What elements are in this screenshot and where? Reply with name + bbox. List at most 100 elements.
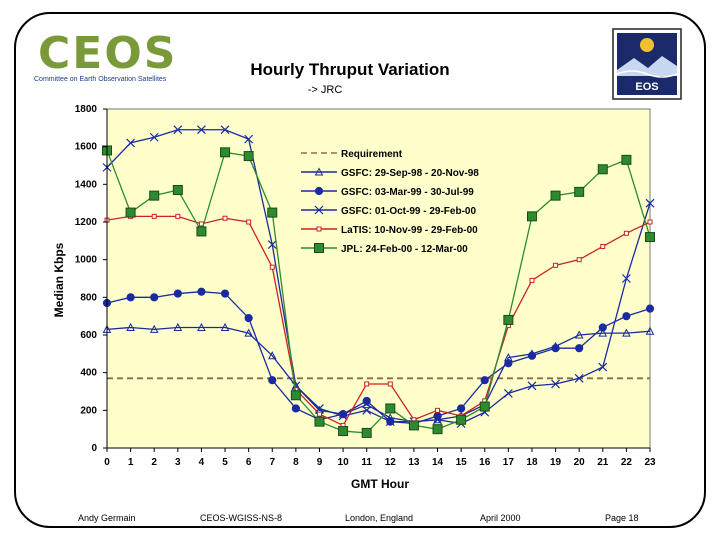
y-tick-label: 1200 bbox=[75, 217, 98, 228]
legend-box bbox=[297, 142, 509, 262]
data-point bbox=[246, 219, 252, 225]
data-point bbox=[647, 219, 653, 225]
data-point bbox=[550, 190, 561, 201]
data-point bbox=[268, 376, 277, 385]
data-point bbox=[244, 328, 253, 337]
data-point bbox=[503, 314, 514, 325]
data-point bbox=[621, 154, 632, 165]
data-point bbox=[598, 328, 608, 337]
y-tick-label: 1000 bbox=[75, 255, 98, 266]
x-tick-label: 12 bbox=[385, 457, 397, 468]
data-point bbox=[290, 390, 301, 401]
data-point bbox=[220, 125, 230, 135]
data-point bbox=[597, 164, 608, 175]
x-tick-label: 14 bbox=[432, 457, 444, 468]
data-point bbox=[435, 407, 441, 413]
data-point bbox=[387, 381, 393, 387]
footer-page: Page 18 bbox=[605, 513, 639, 523]
data-point bbox=[529, 277, 535, 283]
data-point bbox=[503, 388, 513, 398]
legend-label: GSFC: 29-Sep-98 - 20-Nov-98 bbox=[341, 168, 479, 179]
data-point bbox=[364, 381, 370, 387]
y-axis-label: Median Kbps bbox=[52, 242, 66, 317]
legend-marker bbox=[314, 205, 324, 215]
data-point bbox=[645, 326, 655, 335]
ceos-logo: CEOS Committee on Earth Observation Sate… bbox=[34, 28, 184, 88]
x-tick-label: 6 bbox=[246, 457, 252, 468]
x-tick-label: 16 bbox=[479, 457, 491, 468]
x-tick-label: 18 bbox=[526, 457, 538, 468]
data-point bbox=[600, 243, 606, 249]
y-tick-label: 600 bbox=[80, 330, 97, 341]
data-point bbox=[362, 396, 371, 406]
data-point bbox=[197, 125, 206, 135]
data-point bbox=[621, 274, 631, 283]
legend-marker bbox=[314, 243, 324, 253]
data-point bbox=[173, 322, 183, 331]
data-point bbox=[385, 403, 396, 414]
x-tick-label: 11 bbox=[361, 457, 372, 468]
data-point bbox=[291, 381, 301, 391]
data-point bbox=[338, 411, 348, 421]
series-layer bbox=[102, 125, 655, 438]
data-point bbox=[527, 351, 537, 360]
data-point bbox=[551, 344, 560, 353]
data-point bbox=[316, 411, 322, 417]
series-3 bbox=[102, 125, 655, 428]
data-point bbox=[175, 213, 181, 219]
ceos-logo-subtitle: Committee on Earth Observation Satellite… bbox=[34, 76, 167, 83]
legend-label: Requirement bbox=[341, 149, 403, 160]
y-tick-label: 1600 bbox=[75, 142, 98, 153]
data-point bbox=[598, 323, 607, 332]
footer-location: London, England bbox=[345, 513, 414, 523]
data-point bbox=[622, 312, 631, 321]
data-point bbox=[267, 351, 277, 360]
data-point bbox=[457, 404, 466, 413]
ceos-logo-text: CEOS bbox=[38, 28, 178, 79]
data-point bbox=[408, 420, 419, 431]
legend-label: LaTIS: 10-Nov-99 - 29-Feb-00 bbox=[341, 225, 478, 236]
data-point bbox=[196, 226, 207, 237]
legend-label: GSFC: 03-Mar-99 - 30-Jul-99 bbox=[341, 187, 474, 198]
data-point bbox=[362, 405, 372, 415]
x-tick-label: 3 bbox=[175, 457, 181, 468]
eos-logo: EOS bbox=[612, 28, 682, 100]
y-tick-label: 0 bbox=[91, 443, 97, 454]
data-point bbox=[480, 376, 489, 385]
data-point bbox=[645, 304, 655, 313]
data-point bbox=[598, 362, 608, 372]
footer-date: April 2000 bbox=[480, 513, 521, 523]
data-point bbox=[645, 198, 655, 208]
data-point bbox=[574, 186, 585, 197]
data-point bbox=[291, 404, 300, 413]
x-tick-label: 17 bbox=[503, 457, 515, 468]
data-point bbox=[125, 207, 136, 218]
x-tick-label: 20 bbox=[574, 457, 586, 468]
eos-logo-text: EOS bbox=[635, 81, 658, 93]
data-point bbox=[244, 313, 253, 323]
x-tick-label: 10 bbox=[338, 457, 350, 468]
y-tick-label: 200 bbox=[80, 405, 97, 416]
data-point bbox=[172, 184, 183, 195]
data-point bbox=[220, 289, 230, 298]
data-point bbox=[150, 293, 159, 302]
data-point bbox=[526, 211, 537, 222]
data-point bbox=[222, 215, 228, 221]
legend-marker bbox=[316, 226, 322, 232]
x-tick-label: 8 bbox=[293, 457, 299, 468]
x-tick-label: 9 bbox=[317, 457, 323, 468]
data-point bbox=[479, 401, 490, 412]
data-point bbox=[385, 417, 395, 427]
slide-subtitle: -> JRC bbox=[307, 84, 343, 96]
data-point bbox=[433, 411, 442, 421]
data-point bbox=[314, 416, 325, 427]
data-point bbox=[126, 293, 135, 302]
data-point bbox=[149, 132, 159, 142]
footer-author: Andy Germain bbox=[78, 513, 136, 523]
y-tick-label: 1400 bbox=[75, 179, 98, 190]
data-point bbox=[623, 230, 629, 236]
data-point bbox=[173, 125, 183, 135]
x-tick-label: 23 bbox=[644, 457, 656, 468]
